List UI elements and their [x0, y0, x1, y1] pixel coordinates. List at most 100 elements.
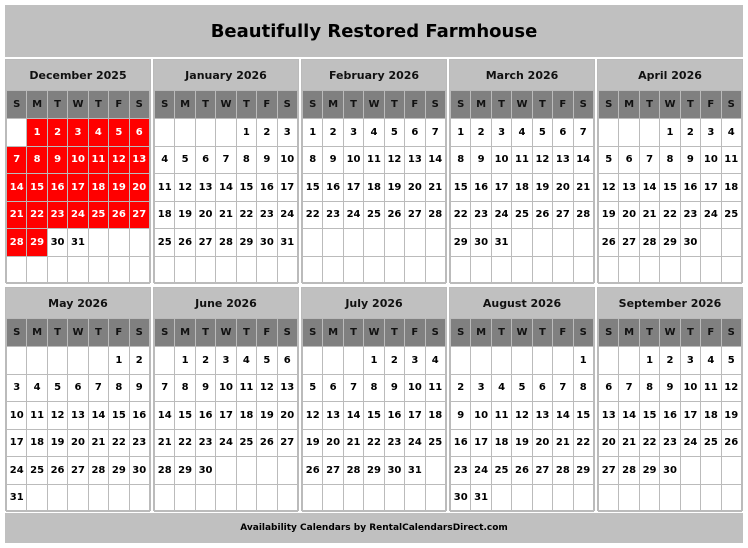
empty-cell: [700, 255, 722, 284]
week-row: 20 21 22 23 24 25 26: [597, 428, 743, 457]
empty-cell: [511, 483, 533, 512]
day-cell: 2: [470, 118, 492, 147]
empty-cell: [342, 483, 365, 512]
empty-cell: [618, 118, 640, 147]
weekday-header: S: [597, 90, 620, 119]
weekday-header: W: [67, 90, 89, 119]
day-cell: 12: [511, 401, 533, 430]
day-cell: 7: [618, 373, 640, 402]
day-cell-booked: 15: [26, 173, 48, 202]
month-table: S M T W T F S 1 2 3 4 5 6 7 8 9 10 11 12 13 14 15 16 17 18 19 20 21…: [301, 90, 447, 284]
weekday-header: T: [194, 318, 217, 347]
day-cell: 3: [276, 118, 299, 147]
day-cell: 17: [276, 173, 299, 202]
day-cell-booked: 3: [67, 118, 89, 147]
day-cell: 18: [700, 401, 722, 430]
month-table: S M T W T F S 1 2 3 4 5 6 7 8 9 10 11 12 13 14 15 16 17 18 19 20 21…: [153, 318, 299, 512]
day-cell: 28: [215, 228, 237, 257]
day-cell: 26: [597, 228, 620, 257]
day-cell: 7: [153, 373, 176, 402]
week-row: 28 29 30 31: [5, 228, 151, 257]
day-cell: 21: [638, 200, 661, 229]
month-table: S M T W T F S 1 2 3 4 5 6 7 8 9 10 11 12 13 14 15 16 17 18 19 20 21…: [5, 90, 151, 284]
empty-cell: [215, 456, 237, 485]
day-cell: 19: [597, 200, 620, 229]
day-cell: 29: [174, 456, 196, 485]
day-cell: 5: [720, 346, 743, 375]
week-row: [301, 255, 447, 284]
day-cell: 9: [322, 145, 344, 174]
day-cell: 30: [679, 228, 702, 257]
day-cell: 19: [256, 401, 278, 430]
month-calendar: February 2026 S M T W T F S 1 2 3 4 5 6 7 8 9 10 11 12 13 14 1…: [301, 59, 447, 284]
day-cell: 26: [46, 456, 69, 485]
day-cell: 24: [404, 428, 426, 457]
day-cell: 18: [490, 428, 513, 457]
day-cell: 12: [383, 145, 406, 174]
day-cell-booked: 10: [67, 145, 89, 174]
day-cell: 18: [511, 173, 533, 202]
day-cell: 20: [322, 428, 344, 457]
week-row: 14 15 16 17 18 19 20: [5, 173, 151, 202]
day-cell: 15: [572, 401, 595, 430]
weekday-header: S: [301, 90, 324, 119]
day-cell-booked: 18: [87, 173, 110, 202]
day-cell: 20: [67, 428, 89, 457]
week-row: 6 7 8 9 10 11 12: [597, 373, 743, 402]
empty-cell: [194, 255, 217, 284]
day-cell: 9: [256, 145, 278, 174]
empty-cell: [67, 483, 89, 512]
day-cell: 14: [618, 401, 640, 430]
empty-cell: [174, 255, 196, 284]
empty-cell: [87, 255, 110, 284]
empty-cell: [153, 346, 176, 375]
day-cell: 16: [322, 173, 344, 202]
week-row: 29 30 31: [449, 228, 595, 257]
day-cell: 24: [276, 200, 299, 229]
day-cell-booked: 16: [46, 173, 69, 202]
empty-cell: [659, 255, 681, 284]
weekday-header: M: [322, 90, 344, 119]
empty-cell: [449, 346, 472, 375]
day-cell: 3: [5, 373, 28, 402]
day-cell: 1: [174, 346, 196, 375]
weekday-header: F: [404, 318, 426, 347]
day-cell: 22: [363, 428, 385, 457]
empty-cell: [552, 346, 574, 375]
day-cell: 23: [449, 456, 472, 485]
weekday-header: T: [679, 318, 702, 347]
empty-cell: [322, 483, 344, 512]
empty-cell: [383, 228, 406, 257]
empty-cell: [638, 118, 661, 147]
day-cell: 13: [531, 401, 554, 430]
day-cell: 21: [215, 200, 237, 229]
day-cell: 29: [449, 228, 472, 257]
empty-cell: [215, 118, 237, 147]
day-cell: 20: [618, 200, 640, 229]
weekday-header: S: [128, 90, 151, 119]
weekday-header: T: [46, 90, 69, 119]
week-row: 26 27 28 29 30: [597, 228, 743, 257]
day-cell: 4: [235, 346, 258, 375]
empty-cell: [490, 346, 513, 375]
empty-cell: [618, 346, 640, 375]
day-cell: 12: [174, 173, 196, 202]
weekday-header: T: [194, 90, 217, 119]
empty-cell: [618, 483, 640, 512]
day-cell: 27: [322, 456, 344, 485]
day-cell: 10: [342, 145, 365, 174]
day-cell: 8: [449, 145, 472, 174]
day-cell: 11: [511, 145, 533, 174]
month-title: January 2026: [154, 60, 298, 90]
empty-cell: [572, 228, 595, 257]
empty-cell: [638, 255, 661, 284]
weekday-header: M: [470, 318, 492, 347]
week-row: 23 24 25 26 27 28 29: [449, 456, 595, 485]
weekday-header: W: [363, 318, 385, 347]
weekday-header: W: [511, 90, 533, 119]
month-title: December 2025: [6, 60, 150, 90]
day-cell: 31: [490, 228, 513, 257]
